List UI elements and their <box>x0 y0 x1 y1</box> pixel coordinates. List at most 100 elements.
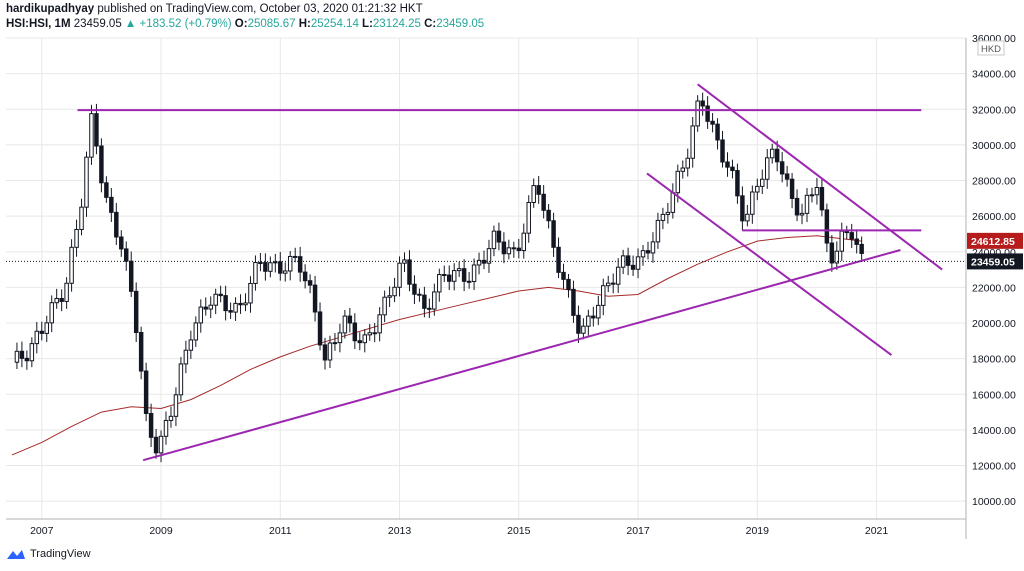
candle-body <box>39 330 45 334</box>
candle-body <box>561 271 566 280</box>
candle-body <box>814 187 820 196</box>
candles <box>14 92 864 463</box>
candle-body <box>804 194 810 214</box>
candle-body <box>153 436 159 454</box>
candle-body <box>183 349 189 365</box>
candle-body <box>382 296 387 316</box>
candle-body <box>412 283 417 295</box>
candle-body <box>69 246 74 284</box>
trendline-falling-channel-top[interactable] <box>697 83 943 271</box>
candle-body <box>546 209 551 222</box>
candle-body <box>784 173 790 180</box>
candle-body <box>834 250 840 264</box>
candle-body <box>104 182 109 198</box>
axes: 36000.0034000.0032000.0030000.0028000.00… <box>6 33 1023 539</box>
author-name[interactable]: hardikupadhyay <box>6 3 95 15</box>
candle-body <box>680 167 686 172</box>
candle-body <box>516 247 522 252</box>
candle-body <box>268 262 273 272</box>
candle-body <box>531 185 536 203</box>
high-label: H: <box>298 18 311 30</box>
candle-body <box>461 268 467 282</box>
moving-average <box>11 235 862 456</box>
candle-body <box>476 259 482 266</box>
candle-body <box>675 170 681 194</box>
price-label-box <box>967 232 1023 249</box>
candle-body <box>352 322 358 342</box>
candle-body <box>119 236 124 250</box>
candle-body <box>725 161 730 168</box>
candle-body <box>521 232 527 252</box>
candle-body <box>347 315 353 324</box>
tradingview-logo-icon <box>7 550 25 559</box>
change-value: ▲ +183.52 (+0.79%) <box>124 18 232 30</box>
candle-body <box>591 315 596 319</box>
brand-name[interactable]: TradingView <box>30 548 91 560</box>
candle-body <box>327 342 333 361</box>
candle-body <box>287 255 293 272</box>
candle-body <box>556 246 561 273</box>
candle-body <box>511 247 517 250</box>
candle-body <box>188 339 194 351</box>
candle-body <box>307 280 313 286</box>
candle-body <box>765 157 770 180</box>
candle-body <box>809 194 815 197</box>
candle-body <box>650 241 656 254</box>
candle-body <box>367 332 372 336</box>
candle-body <box>481 259 487 264</box>
candle-body <box>19 350 25 359</box>
candle-body <box>432 291 437 310</box>
candle-body <box>625 255 631 266</box>
trendline-falling-channel-bottom[interactable] <box>646 172 893 356</box>
candle-body <box>193 322 199 341</box>
y-tick-label: 12000.00 <box>972 461 1016 473</box>
candle-body <box>769 148 775 159</box>
currency-badge <box>977 40 1005 56</box>
trendline-rising-support-2009[interactable] <box>142 249 901 462</box>
y-tick-label: 20000.00 <box>972 318 1016 330</box>
price-label-box <box>967 253 1023 270</box>
candle-body <box>819 187 825 211</box>
candle-body <box>690 125 695 159</box>
candle-body <box>322 344 328 361</box>
candle-body <box>372 332 377 335</box>
candle-body <box>720 139 725 163</box>
candle-body <box>640 250 646 258</box>
candle-body <box>148 412 154 438</box>
candle-body <box>332 342 338 345</box>
y-tick-label: 22000.00 <box>972 282 1016 294</box>
candle-body <box>849 232 854 240</box>
candle-body <box>615 266 621 285</box>
candle-body <box>630 264 636 270</box>
candle-body <box>49 302 54 324</box>
candle-body <box>114 211 119 238</box>
candle-body <box>700 100 705 107</box>
price-label: 24612.85 <box>971 236 1015 248</box>
candle-body <box>34 330 40 345</box>
y-tick-label: 28000.00 <box>972 176 1016 188</box>
candle-body <box>203 306 208 310</box>
candle-body <box>551 220 556 248</box>
close-value: 23459.05 <box>436 18 485 30</box>
candle-body <box>342 315 348 334</box>
candle-body <box>670 192 676 213</box>
candle-body <box>740 195 745 222</box>
chart-header: hardikupadhyay published on TradingView.… <box>6 2 484 32</box>
candle-body <box>238 302 243 306</box>
candle-body <box>109 196 114 213</box>
x-tick-label: 2017 <box>626 525 650 537</box>
candle-body <box>794 197 800 216</box>
high-value: 25254.14 <box>310 18 359 30</box>
candle-body <box>283 270 288 274</box>
candle-body <box>64 282 69 302</box>
candle-body <box>59 297 64 302</box>
candle-body <box>854 238 859 245</box>
candle-body <box>248 282 253 304</box>
candle-body <box>407 259 412 285</box>
y-tick-label: 10000.00 <box>972 496 1016 508</box>
candle-body <box>735 170 740 197</box>
candle-body <box>74 228 79 248</box>
candle-body <box>208 304 213 310</box>
y-tick-label: 32000.00 <box>972 104 1016 116</box>
